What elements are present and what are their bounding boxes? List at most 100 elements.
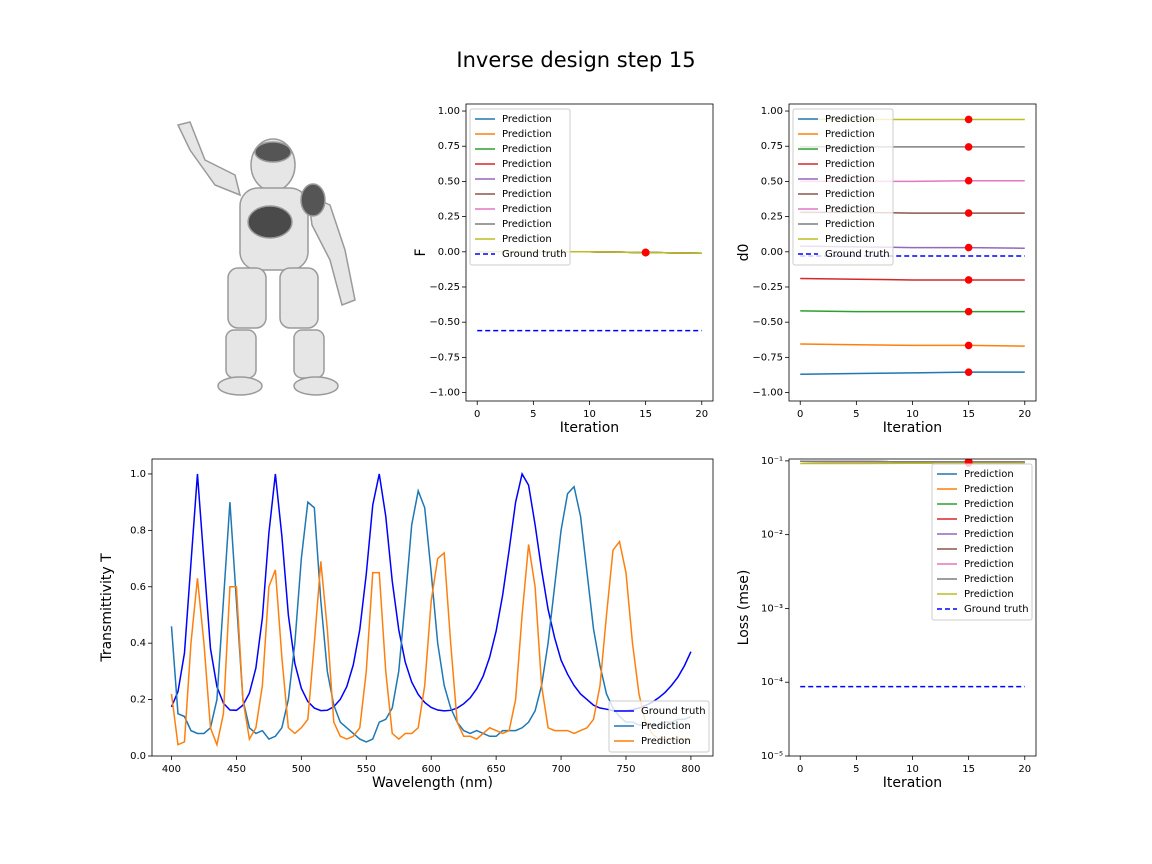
x-tick-label: 15: [962, 764, 975, 775]
y-tick-label: 0.2: [130, 695, 146, 706]
legend-label: Prediction: [964, 514, 1014, 525]
robot-left-thigh: [227, 267, 267, 329]
robot-left-shin: [225, 329, 257, 379]
x-tick-label: 20: [695, 409, 708, 420]
y-tick-label: −0.25: [752, 282, 783, 293]
axes-frame: [465, 103, 714, 402]
x-tick-label: 5: [853, 764, 859, 775]
legend-label: Prediction: [964, 499, 1014, 510]
x-axis-label: Iteration: [883, 775, 942, 791]
plot-area: [800, 115, 1025, 376]
legend-label: Prediction: [641, 736, 691, 747]
y-axis-label: d0: [736, 244, 752, 262]
y-tick-label: −0.50: [429, 317, 460, 328]
legend-label: Ground truth: [502, 249, 567, 260]
legend-label: Prediction: [964, 589, 1014, 600]
figure-title: Inverse design step 15: [456, 48, 695, 72]
x-tick-label: 0: [797, 764, 803, 775]
series-line: [170, 485, 692, 743]
series-line: [170, 471, 692, 712]
legend-label: Prediction: [964, 559, 1014, 570]
legend: Ground truth Prediction Prediction: [608, 700, 710, 753]
y-tick-label: 0.50: [761, 176, 783, 187]
y-tick-label: −0.50: [752, 317, 783, 328]
legend-box: [792, 108, 894, 266]
x-tick-label: 5: [530, 409, 536, 420]
plot-area: [800, 459, 1025, 688]
legend-label: Prediction: [825, 129, 875, 140]
y-tick-label: 0.8: [130, 525, 146, 536]
y-tick-label: 0.75: [438, 141, 460, 152]
y-axis-label: F: [413, 248, 429, 256]
axes: 0 5 10 15 20 1.00 0.75 0.50 0.25 0.00 −0.25 −0.50 −0…: [736, 103, 1037, 436]
legend-label: Prediction: [502, 129, 552, 140]
x-axis-label: Wavelength (nm): [372, 775, 493, 791]
axes-frame: [151, 458, 714, 757]
y-tick-label: −1.00: [429, 388, 460, 399]
legend-label: Prediction: [964, 574, 1014, 585]
legend-label: Prediction: [825, 204, 875, 215]
y-tick-label: 0.4: [130, 638, 146, 649]
robot-image: [176, 121, 356, 396]
legend-label: Prediction: [964, 484, 1014, 495]
x-tick-label: 450: [227, 764, 246, 775]
x-tick-label: 800: [681, 764, 700, 775]
y-tick-label: 10⁻³: [761, 603, 783, 614]
y-tick-label: 10⁻⁴: [761, 677, 783, 688]
legend-label: Prediction: [502, 219, 552, 230]
y-tick-label: 1.00: [761, 106, 783, 117]
y-tick-label: 0.25: [761, 212, 783, 223]
legend-label: Prediction: [502, 234, 552, 245]
x-tick-label: 5: [853, 409, 859, 420]
legend-label: Prediction: [502, 159, 552, 170]
y-tick-label: 0.75: [761, 141, 783, 152]
axes: 0 5 10 15 20 1.00 0.75 0.50 0.25 0.00 −0.25 −0.50 −0…: [413, 103, 714, 436]
legend: Prediction Prediction Prediction Prediction…: [792, 108, 894, 266]
y-tick-label: −0.25: [429, 282, 460, 293]
robot-right-thigh: [279, 267, 319, 329]
y-tick-label: 1.0: [130, 469, 146, 480]
legend-label: Prediction: [502, 189, 552, 200]
robot-left-foot: [217, 376, 263, 396]
y-tick-label: 0.00: [438, 247, 460, 258]
y-tick-label: 0.25: [438, 212, 460, 223]
legend-label: Prediction: [502, 144, 552, 155]
x-tick-label: 15: [962, 409, 975, 420]
legend: Prediction Prediction Prediction Prediction…: [469, 108, 571, 266]
x-tick-label: 10: [583, 409, 596, 420]
y-tick-label: −1.00: [752, 388, 783, 399]
x-tick-label: 400: [162, 764, 181, 775]
axes-frame: [788, 103, 1037, 402]
legend-label: Ground truth: [825, 249, 890, 260]
legend-label: Prediction: [825, 234, 875, 245]
x-tick-label: 500: [292, 764, 311, 775]
x-tick-label: 20: [1018, 764, 1031, 775]
legend-label: Ground truth: [964, 604, 1029, 615]
series-line: [800, 310, 1025, 313]
legend-label: Prediction: [825, 144, 875, 155]
series-line: [800, 460, 1025, 463]
robot-right-arm: [307, 193, 356, 306]
x-tick-label: 0: [797, 409, 803, 420]
x-tick-label: 650: [487, 764, 506, 775]
legend-label: Prediction: [964, 529, 1014, 540]
current-marker: [964, 143, 973, 151]
legend-label: Prediction: [825, 114, 875, 125]
legend: Prediction Prediction Prediction Prediction…: [931, 463, 1033, 621]
robot-head-top: [254, 141, 292, 163]
robot-left-arm: [176, 121, 242, 197]
y-tick-label: 0.0: [130, 751, 146, 762]
y-tick-label: 0.6: [130, 582, 146, 593]
y-tick-label: −0.75: [752, 352, 783, 363]
current-marker: [964, 276, 973, 284]
axes-frame: [788, 458, 1037, 757]
axes: 400 450 500 550 600 650 700 750 800 0.0 0.2 0.4 0.6 0…: [99, 458, 714, 791]
series-line: [170, 539, 691, 748]
legend-label: Prediction: [825, 174, 875, 185]
y-tick-label: 10⁻¹: [761, 456, 783, 467]
x-tick-label: 600: [422, 764, 441, 775]
legend-label: Prediction: [825, 159, 875, 170]
legend-label: Prediction: [825, 219, 875, 230]
legend-label: Prediction: [502, 204, 552, 215]
